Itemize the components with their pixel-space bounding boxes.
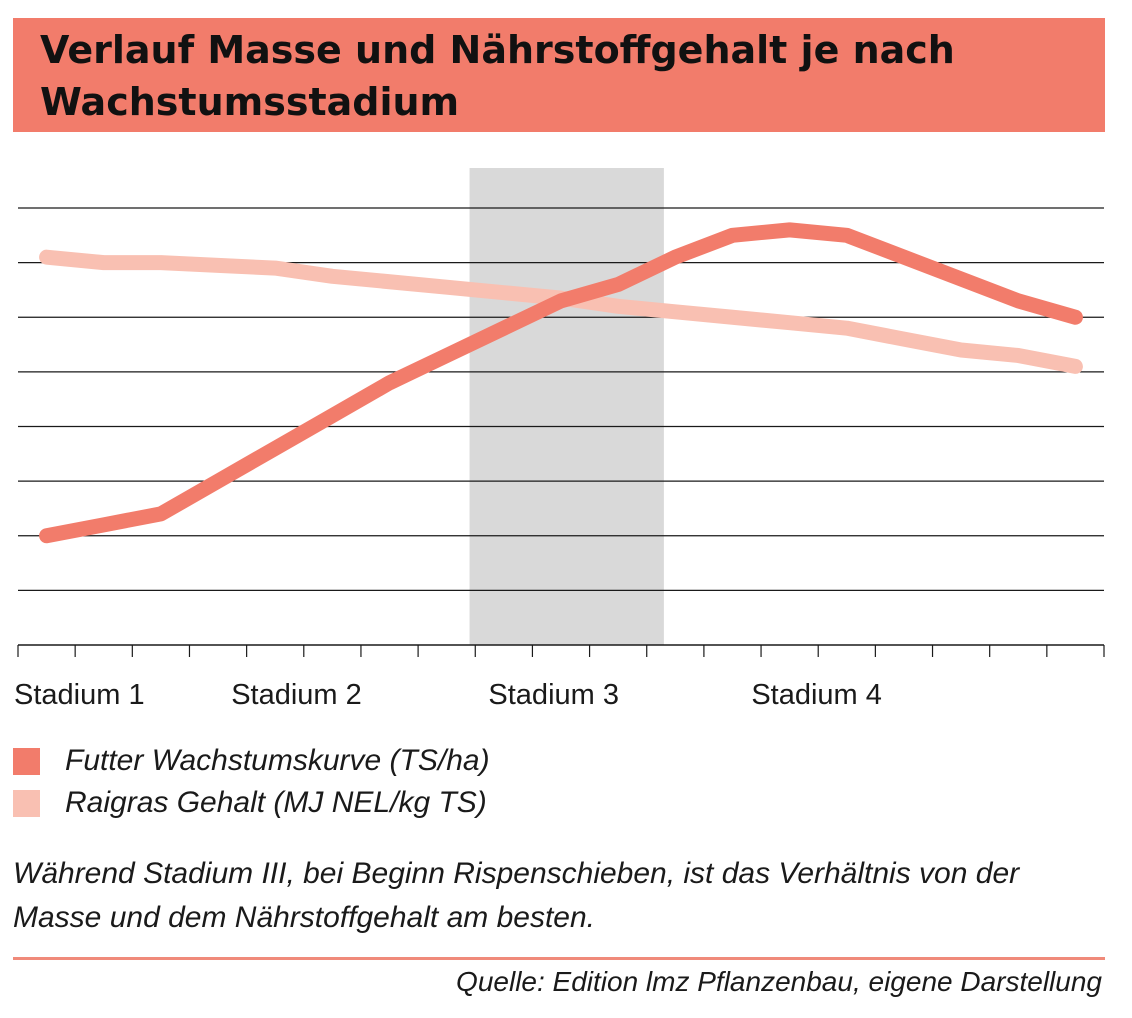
legend-label-futter: Futter Wachstumskurve (TS/ha) — [65, 744, 490, 777]
x-tick-label-stadium-4: Stadium 4 — [751, 679, 882, 711]
chart-title: Verlauf Masse und Nährstoffgehalt je nac… — [40, 28, 955, 124]
x-tick-label-stadium-1: Stadium 1 — [14, 679, 145, 711]
legend-swatch-raigras — [13, 789, 40, 817]
series-line-futter — [39, 222, 1083, 544]
divider-rule — [13, 957, 1105, 960]
legend-swatch-futter — [13, 747, 40, 775]
x-tick-labels: Stadium 1 Stadium 2 Stadium 3 Stadium 4 — [14, 679, 882, 711]
x-tick-label-stadium-2: Stadium 2 — [231, 679, 362, 711]
stadium-3-highlight — [469, 168, 664, 645]
x-tick-label-stadium-3: Stadium 3 — [488, 679, 619, 711]
line-chart: Stadium 1 Stadium 2 Stadium 3 Stadium 4 — [14, 168, 1105, 711]
legend: Futter Wachstumskurve (TS/ha) Raigras Ge… — [13, 740, 490, 824]
chart-note: Während Stadium III, bei Beginn Rispensc… — [13, 857, 1020, 934]
title-banner: Verlauf Masse und Nährstoffgehalt je nac… — [13, 18, 1105, 132]
x-axis — [17, 644, 1105, 657]
legend-item-futter: Futter Wachstumskurve (TS/ha) — [13, 740, 490, 782]
source-credit: Quelle: Edition lmz Pflanzenbau, eigene … — [456, 966, 1102, 997]
legend-label-raigras: Raigras Gehalt (MJ NEL/kg TS) — [65, 786, 487, 819]
series-lines — [39, 222, 1083, 544]
legend-item-raigras: Raigras Gehalt (MJ NEL/kg TS) — [13, 782, 490, 824]
